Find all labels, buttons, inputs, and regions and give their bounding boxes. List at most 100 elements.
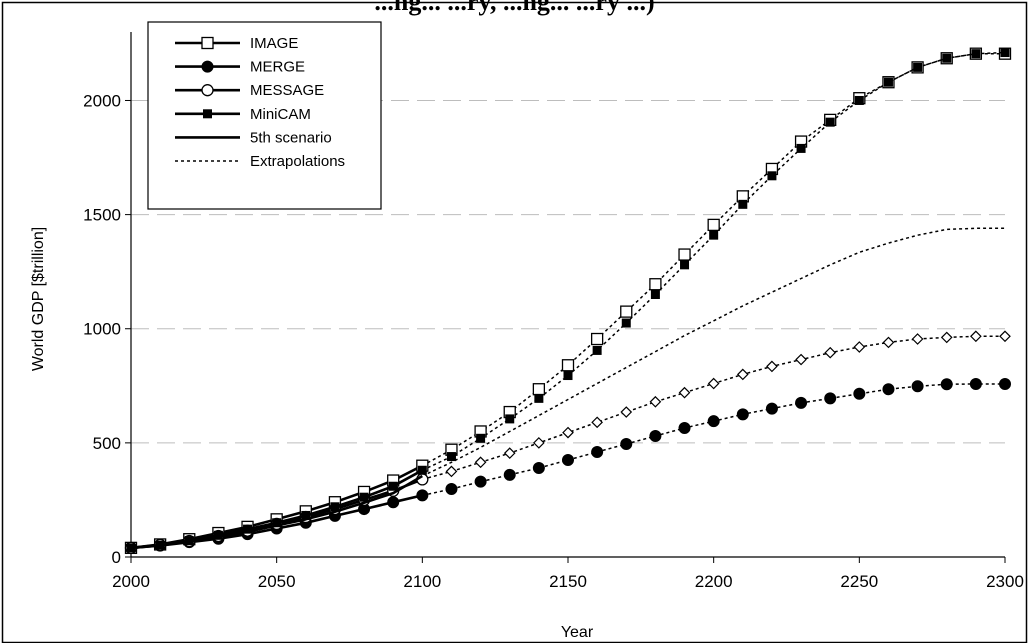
legend-item-message: MESSAGE <box>175 82 324 99</box>
point-minicam-2090 <box>388 481 398 491</box>
axes <box>125 32 1006 563</box>
point-merge-extrapolation-2110 <box>445 482 458 495</box>
point-message-extrapolation-2250 <box>853 341 866 353</box>
point-merge-extrapolation-2130 <box>503 468 516 481</box>
point-message-extrapolation-2220 <box>766 360 778 373</box>
point-minicam-extrapolation-2200 <box>709 230 719 240</box>
point-merge-extrapolation-2120 <box>474 475 487 488</box>
y-tick-label-0: 0 <box>112 548 121 567</box>
point-minicam-extrapolation-2220 <box>767 171 777 181</box>
legend: IMAGE MERGE MESSAGE MiniCAM 5th scenario Extr… <box>147 21 382 210</box>
point-minicam-2080 <box>359 492 369 502</box>
x-tick-label-2100: 2100 <box>403 572 441 591</box>
legend-label-extrapolations: Extrapolations <box>250 153 345 170</box>
point-message-extrapolation-2120 <box>474 456 487 469</box>
point-message-extrapolation-2160 <box>591 416 603 429</box>
x-tick-label-2050: 2050 <box>258 572 296 591</box>
point-merge-extrapolation-2240 <box>824 392 837 405</box>
point-message-extrapolation-2110 <box>445 465 458 478</box>
point-minicam-extrapolation-2290 <box>971 49 981 59</box>
series-image-extrapolation <box>421 47 1012 467</box>
legend-item-merge: MERGE <box>175 59 305 76</box>
point-minicam-extrapolation-2300 <box>1000 48 1010 58</box>
legend-box <box>147 21 382 210</box>
legend-item-5th-scenario: 5th scenario <box>175 129 332 146</box>
point-message-extrapolation-2170 <box>620 406 633 418</box>
point-merge-extrapolation-2300 <box>999 377 1011 390</box>
x-tick-label-2150: 2150 <box>549 572 587 591</box>
point-minicam-extrapolation-2140 <box>534 393 544 403</box>
legend-item-extrapolations: Extrapolations <box>175 153 345 170</box>
point-minicam-extrapolation-2120 <box>476 433 486 443</box>
point-message-extrapolation-2290 <box>970 330 982 343</box>
series-minicam-extrapolation <box>421 48 1010 471</box>
x-axis-label: Year <box>561 624 594 641</box>
series-message-extrapolation <box>422 330 1011 481</box>
legend-marker-merge <box>201 60 214 73</box>
point-merge-extrapolation-2270 <box>911 380 924 393</box>
point-merge-2090 <box>387 496 400 509</box>
point-merge-extrapolation-2250 <box>853 387 866 400</box>
series-line-minicam-extrapolation <box>421 51 1006 471</box>
point-merge-extrapolation-2210 <box>736 408 749 421</box>
point-image-extrapolation-2190 <box>678 248 691 261</box>
point-message-extrapolation-2210 <box>736 368 749 381</box>
point-message-extrapolation-2200 <box>707 377 720 390</box>
point-message-extrapolation-2260 <box>882 336 895 349</box>
point-minicam-extrapolation-2250 <box>854 95 864 105</box>
point-minicam-extrapolation-2260 <box>883 77 893 87</box>
point-merge-extrapolation-2280 <box>940 378 953 391</box>
point-minicam-extrapolation-2270 <box>913 62 923 72</box>
tick-labels: 0 500 1000 1500 2000 2000 2050 2100 2150 2200 2250… <box>83 91 1024 591</box>
point-minicam-2100 <box>417 465 427 475</box>
point-message-extrapolation-2230 <box>795 353 807 366</box>
point-minicam-extrapolation-2190 <box>680 260 690 270</box>
point-merge-extrapolation-2150 <box>562 453 574 466</box>
point-image-extrapolation-2160 <box>590 332 604 346</box>
point-message-extrapolation-2130 <box>503 447 516 459</box>
point-minicam-extrapolation-2160 <box>592 345 602 355</box>
series-merge-extrapolation <box>422 377 1011 497</box>
series-minicam <box>126 465 427 553</box>
legend-label-image: IMAGE <box>250 35 298 52</box>
legend-item-image: IMAGE <box>175 35 298 52</box>
point-image-extrapolation-2150 <box>561 359 575 372</box>
point-merge-extrapolation-2200 <box>707 415 720 428</box>
point-message-extrapolation-2190 <box>678 386 691 399</box>
point-minicam-extrapolation-2170 <box>621 318 631 328</box>
chart-title: ...ng... ...ry, ...ng... ...ry ...) <box>374 0 655 16</box>
x-tick-label-2300: 2300 <box>986 572 1024 591</box>
point-image-extrapolation-2170 <box>620 305 633 318</box>
y-tick-label-2000: 2000 <box>83 91 121 110</box>
point-minicam-extrapolation-2180 <box>650 290 660 299</box>
x-tick-label-2200: 2200 <box>695 572 733 591</box>
point-merge-extrapolation-2160 <box>591 446 604 458</box>
point-merge-extrapolation-2190 <box>678 422 691 435</box>
point-merge-extrapolation-2180 <box>649 430 662 443</box>
legend-label-5th-scenario: 5th scenario <box>250 129 332 146</box>
point-image-extrapolation-2180 <box>649 278 662 291</box>
series-line-minicam <box>130 469 423 550</box>
point-merge-extrapolation-2220 <box>765 402 778 415</box>
point-merge-extrapolation-2260 <box>882 383 895 396</box>
point-image-extrapolation-2200 <box>707 218 720 232</box>
x-tick-label-2000: 2000 <box>112 572 150 591</box>
series-5th-scenario-extrapolation <box>421 227 1005 477</box>
point-minicam-extrapolation-2110 <box>446 452 456 462</box>
point-message-extrapolation-2240 <box>824 346 837 359</box>
x-tick-label-2250: 2250 <box>840 572 878 591</box>
series-line-5th-scenario <box>130 474 423 550</box>
legend-label-merge: MERGE <box>250 59 305 76</box>
point-merge-extrapolation-2290 <box>969 377 982 390</box>
y-tick-label-1500: 1500 <box>83 206 121 225</box>
point-message-extrapolation-2180 <box>649 395 662 408</box>
point-minicam-extrapolation-2210 <box>738 199 748 209</box>
legend-label-message: MESSAGE <box>250 82 324 99</box>
y-axis-label: World GDP [$trillion] <box>30 227 47 371</box>
point-message-extrapolation-2270 <box>911 333 924 345</box>
legend-marker-message <box>201 84 214 97</box>
legend-marker-minicam <box>203 109 212 119</box>
point-image-extrapolation-2140 <box>532 383 546 396</box>
point-message-extrapolation-2280 <box>940 331 953 344</box>
